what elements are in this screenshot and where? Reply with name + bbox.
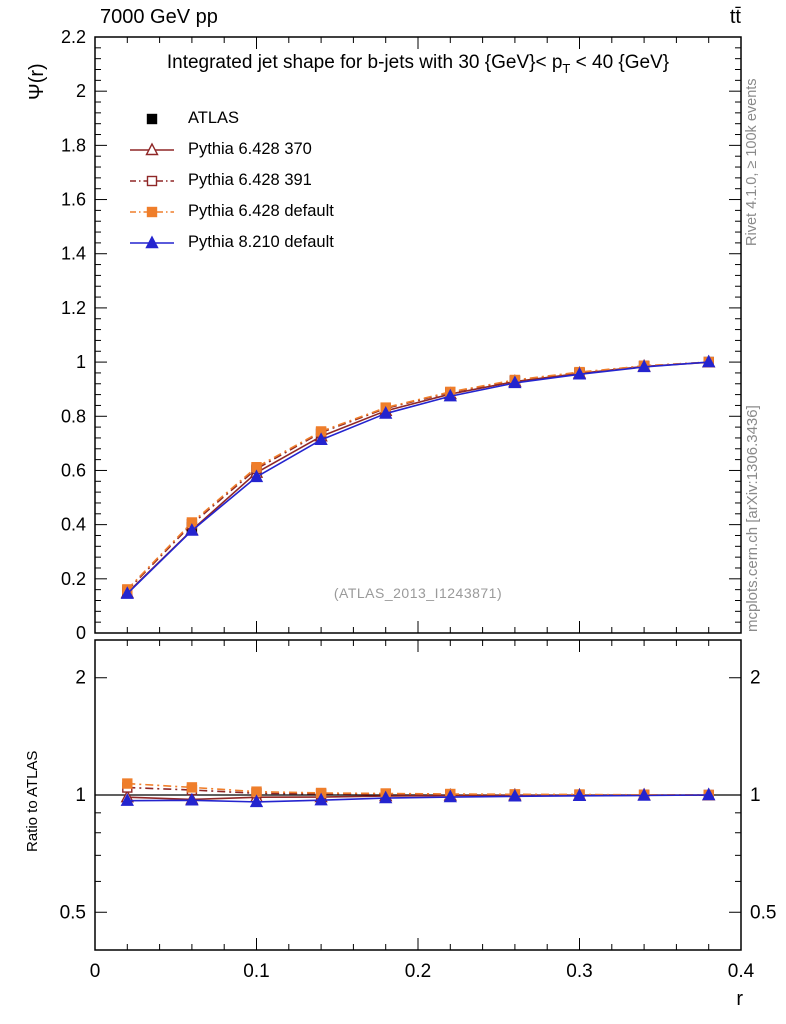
svg-text:0.4: 0.4 — [728, 961, 755, 982]
svg-text:0.4: 0.4 — [61, 515, 86, 535]
svg-text:0.5: 0.5 — [60, 902, 86, 923]
legend-marker-open-square-icon — [130, 175, 174, 186]
plot-title: Integrated jet shape for b-jets with 30 … — [167, 52, 669, 76]
legend-label: Pythia 6.428 default — [188, 202, 334, 220]
svg-text:1: 1 — [76, 352, 86, 372]
watermark: (ATLAS_2013_I1243871) — [333, 585, 503, 601]
svg-text:0.2: 0.2 — [405, 961, 431, 982]
legend-item: Pythia 6.428 default — [128, 196, 334, 227]
svg-text:0.1: 0.1 — [243, 961, 269, 982]
svg-text:0.2: 0.2 — [61, 569, 86, 589]
plot-title-text: Integrated jet shape for b-jets with 30 … — [166, 52, 563, 73]
legend-item: Pythia 6.428 391 — [128, 165, 334, 196]
svg-text:0: 0 — [76, 623, 86, 643]
svg-text:2.2: 2.2 — [61, 27, 86, 47]
process-label: tt̄ — [729, 6, 741, 28]
legend-item: Pythia 8.210 default — [128, 227, 334, 258]
svg-text:0.6: 0.6 — [61, 460, 86, 480]
plot-title-text-end: < 40 {GeV} — [570, 52, 670, 73]
legend-label: Pythia 6.428 370 — [188, 140, 312, 158]
y-axis-label-top: Ψ(r) — [26, 63, 48, 100]
x-axis-label: r — [736, 988, 743, 1010]
legend-label: Pythia 6.428 391 — [188, 171, 312, 189]
rivet-version-note: Rivet 4.1.0, ≥ 100k events — [744, 78, 760, 246]
svg-text:2: 2 — [750, 668, 761, 689]
legend-marker-filled-square-icon — [146, 113, 158, 124]
svg-text:1.6: 1.6 — [61, 190, 86, 210]
legend: ATLAS Pythia 6.428 370 Pythia 6.428 391 Pyt… — [128, 103, 334, 258]
legend-item: Pythia 6.428 370 — [128, 134, 334, 165]
svg-text:1.2: 1.2 — [61, 298, 86, 318]
plot-title-subscript: T — [562, 60, 571, 76]
legend-label: Pythia 8.210 default — [188, 233, 334, 251]
legend-marker-filled-triangle-icon — [130, 234, 174, 248]
svg-text:1: 1 — [750, 785, 761, 806]
svg-text:0.3: 0.3 — [566, 961, 592, 982]
svg-text:1: 1 — [75, 785, 86, 806]
mcplots-note: mcplots.cern.ch [arXiv:1306.3436] — [744, 405, 761, 632]
legend-label: ATLAS — [188, 109, 240, 127]
y-axis-label-bottom: Ratio to ATLAS — [24, 750, 41, 852]
svg-text:1.8: 1.8 — [61, 135, 86, 155]
beam-energy-label: 7000 GeV pp — [100, 6, 218, 28]
svg-text:2: 2 — [76, 81, 86, 101]
svg-text:1.4: 1.4 — [61, 244, 86, 264]
svg-text:0.8: 0.8 — [61, 406, 86, 426]
legend-item: ATLAS — [128, 103, 334, 134]
legend-marker-open-triangle-icon — [130, 141, 174, 155]
legend-marker-filled-square-icon — [130, 206, 174, 217]
svg-text:0.5: 0.5 — [750, 902, 776, 923]
svg-text:2: 2 — [75, 668, 86, 689]
svg-text:0: 0 — [90, 961, 101, 982]
